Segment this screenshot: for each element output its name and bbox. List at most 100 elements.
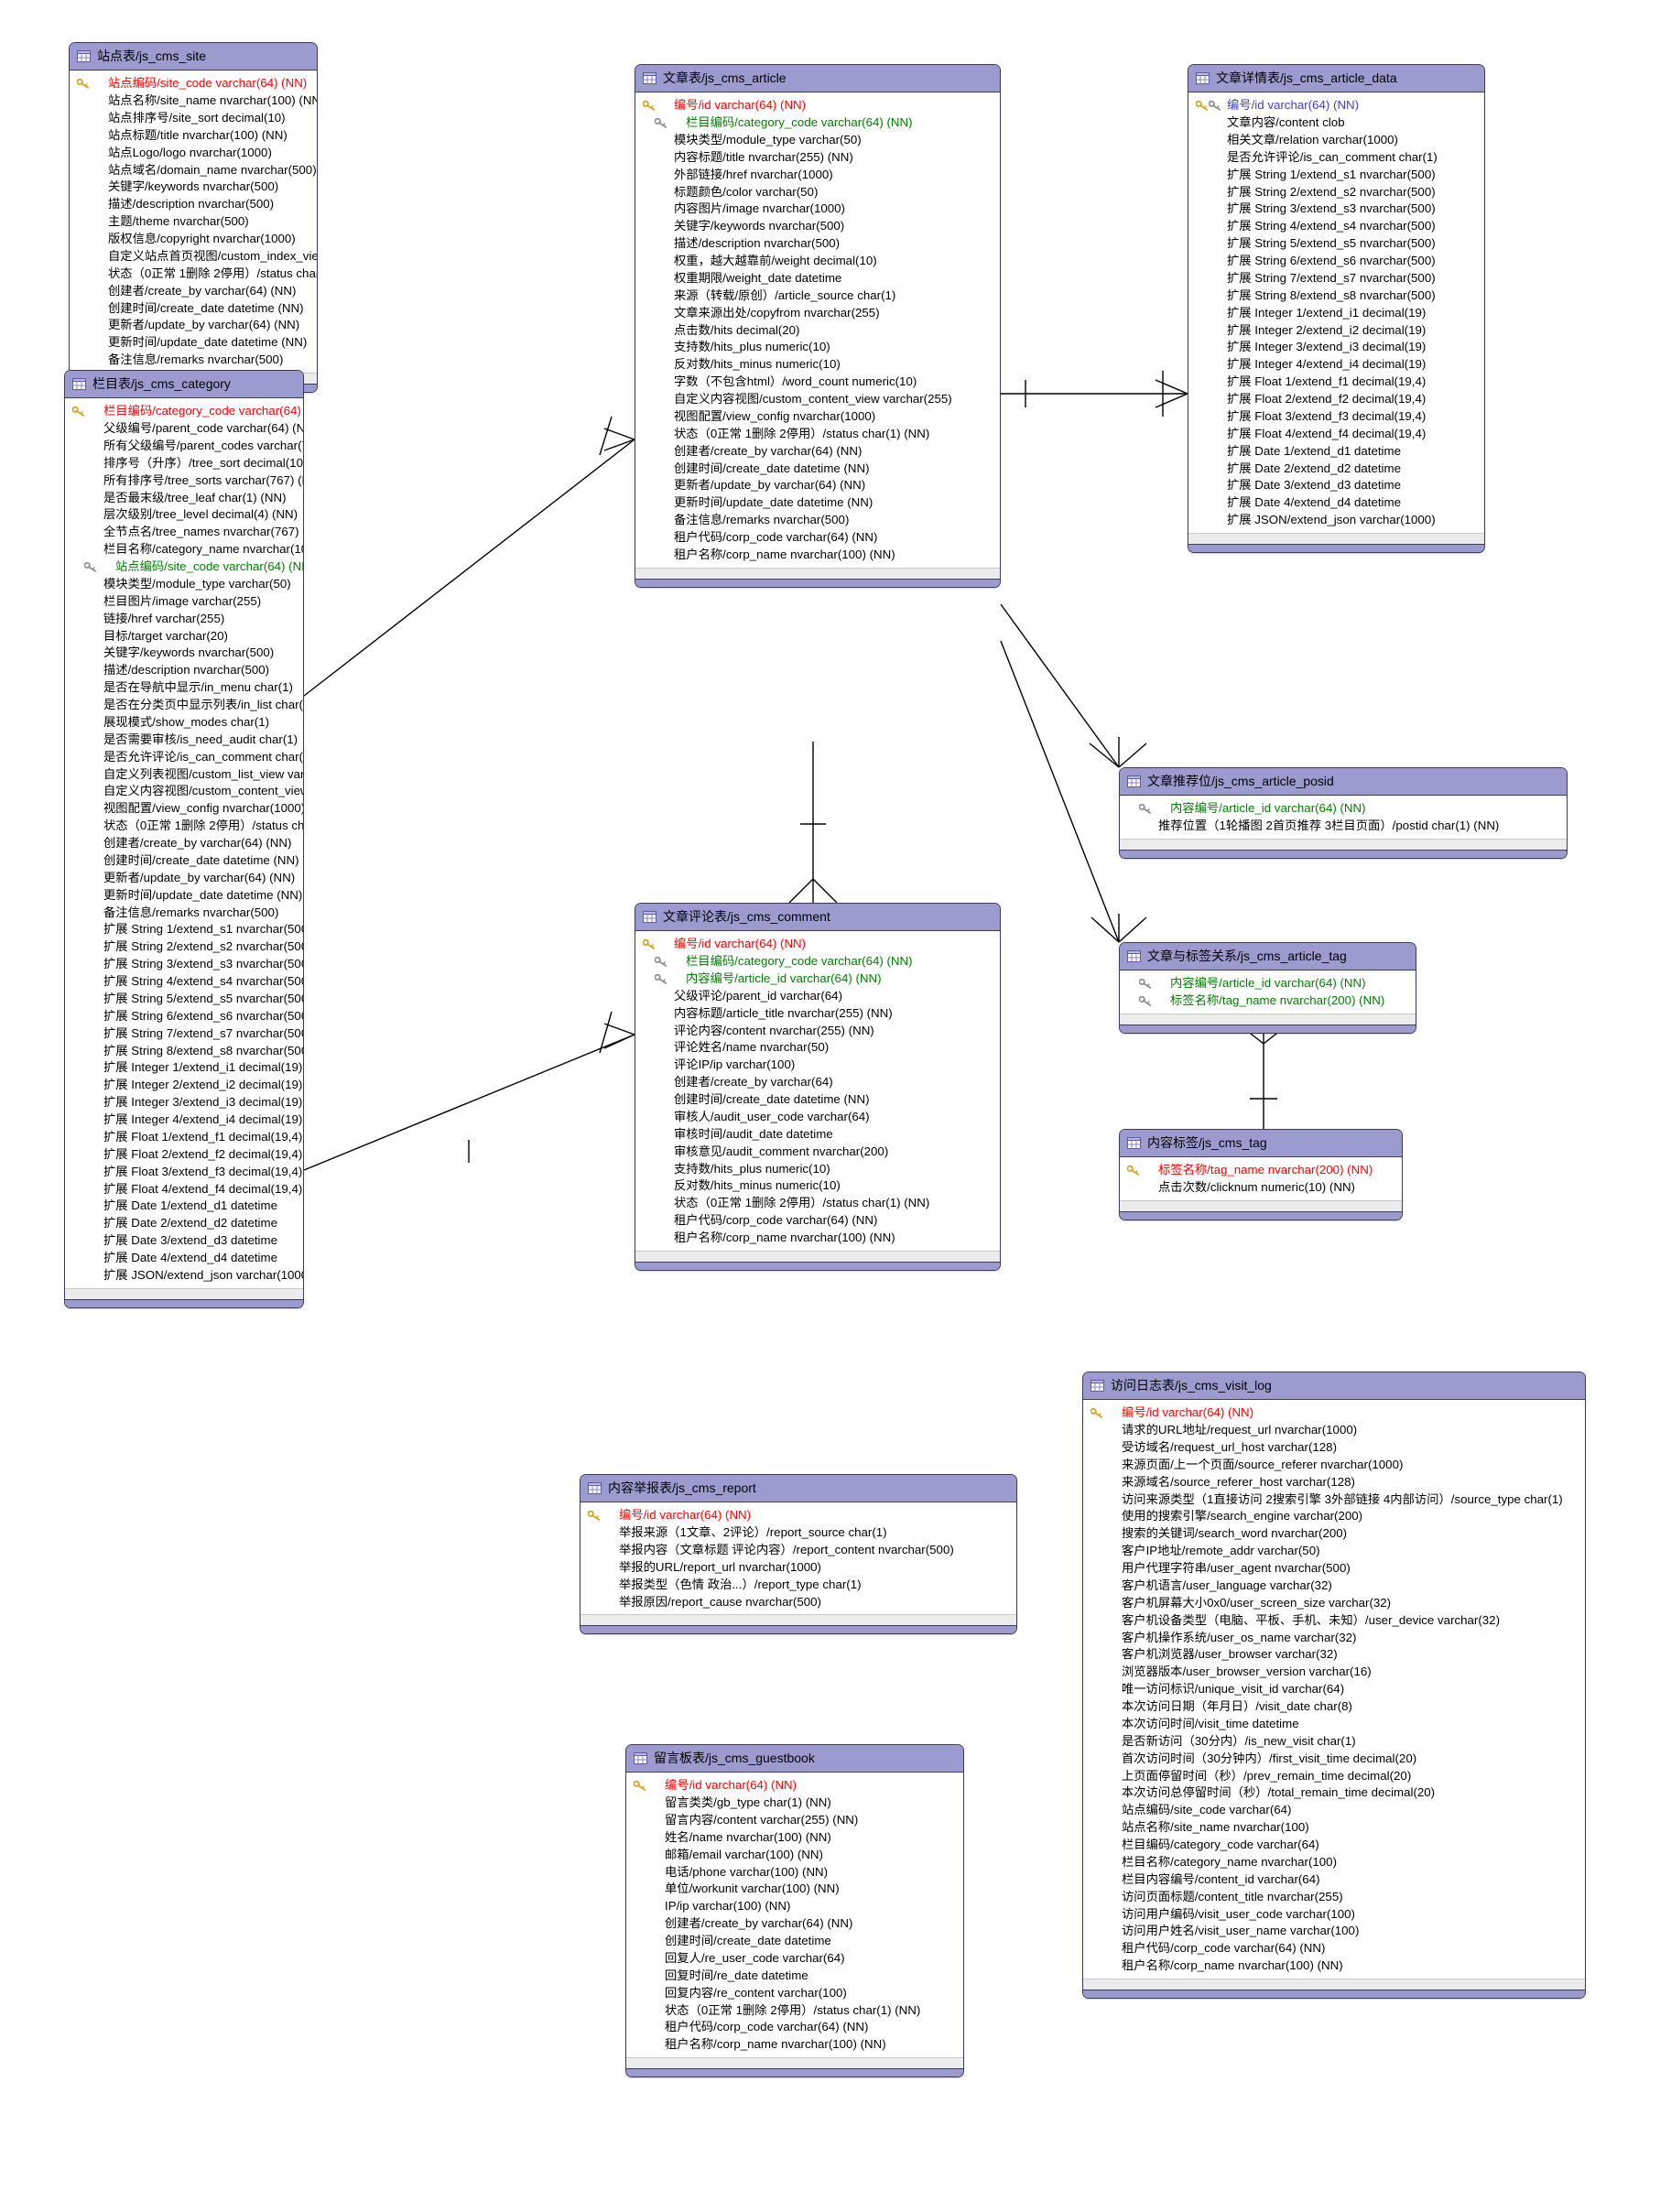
field-row[interactable]: 扩展 String 6/extend_s6 nvarchar(500)	[1188, 253, 1484, 270]
entity-comment[interactable]: 文章评论表/js_cms_comment 编号/id varchar(64) (N…	[635, 903, 1001, 1271]
field-row[interactable]: 扩展 Date 3/extend_d3 datetime	[1188, 477, 1484, 494]
field-row[interactable]: 是否允许评论/is_can_comment char(1)	[65, 749, 303, 766]
field-row[interactable]: 租户代码/corp_code varchar(64) (NN)	[635, 529, 1000, 547]
field-row[interactable]: 编号/id varchar(64) (NN)	[1188, 97, 1484, 114]
field-row[interactable]: 是否在导航中显示/in_menu char(1)	[65, 679, 303, 697]
field-row[interactable]: 审核意见/audit_comment nvarchar(200)	[635, 1144, 1000, 1161]
field-row[interactable]: 举报来源（1文章、2评论）/report_source char(1)	[581, 1524, 1016, 1542]
field-row[interactable]: 描述/description nvarchar(500)	[635, 235, 1000, 253]
field-row[interactable]: 展现模式/show_modes char(1)	[65, 714, 303, 732]
field-row[interactable]: 扩展 Float 4/extend_f4 decimal(19,4)	[1188, 426, 1484, 443]
entity-header-article_tag[interactable]: 文章与标签关系/js_cms_article_tag	[1120, 943, 1416, 970]
field-row[interactable]: 自定义列表视图/custom_list_view varchar(255)	[65, 765, 303, 783]
field-row[interactable]: 内容编号/article_id varchar(64) (NN)	[1120, 975, 1416, 992]
field-row[interactable]: 点击数/hits decimal(20)	[635, 321, 1000, 339]
field-row[interactable]: 扩展 JSON/extend_json varchar(1000)	[1188, 512, 1484, 529]
field-row[interactable]: 扩展 Float 3/extend_f3 decimal(19,4)	[65, 1164, 303, 1181]
field-row[interactable]: 站点编码/site_code varchar(64) (NN)	[70, 75, 317, 92]
field-row[interactable]: 客户机设备类型（电脑、平板、手机、未知）/user_device varchar…	[1083, 1612, 1585, 1630]
field-row[interactable]: 租户代码/corp_code varchar(64) (NN)	[1083, 1940, 1585, 1957]
field-row[interactable]: 客户机屏幕大小0x0/user_screen_size varchar(32)	[1083, 1595, 1585, 1612]
entity-header-article[interactable]: 文章表/js_cms_article	[635, 65, 1000, 92]
field-row[interactable]: 内容图片/image nvarchar(1000)	[635, 201, 1000, 218]
field-row[interactable]: 访问页面标题/content_title nvarchar(255)	[1083, 1889, 1585, 1906]
field-row[interactable]: 标题颜色/color varchar(50)	[635, 183, 1000, 201]
field-row[interactable]: 单位/workunit varchar(100) (NN)	[626, 1881, 963, 1898]
field-row[interactable]: 扩展 String 1/extend_s1 nvarchar(500)	[65, 921, 303, 938]
field-row[interactable]: 来源页面/上一个页面/source_referer nvarchar(1000)	[1083, 1457, 1585, 1474]
field-row[interactable]: 内容标题/article_title nvarchar(255) (NN)	[635, 1005, 1000, 1023]
field-row[interactable]: 回复人/re_user_code varchar(64)	[626, 1950, 963, 1968]
field-row[interactable]: 是否新访问（30分内）/is_new_visit char(1)	[1083, 1733, 1585, 1751]
field-row[interactable]: 编号/id varchar(64) (NN)	[581, 1507, 1016, 1524]
field-row[interactable]: 内容编号/article_id varchar(64) (NN)	[1120, 800, 1567, 818]
field-row[interactable]: 回复内容/re_content varchar(100)	[626, 1985, 963, 2002]
field-row[interactable]: 站点名称/site_name nvarchar(100) (NN)	[70, 92, 317, 110]
field-row[interactable]: 创建者/create_by varchar(64) (NN)	[70, 283, 317, 300]
field-row[interactable]: 扩展 String 1/extend_s1 nvarchar(500)	[1188, 167, 1484, 184]
entity-report[interactable]: 内容举报表/js_cms_report 编号/id varchar(64) (NN…	[580, 1474, 1017, 1635]
entity-header-tag[interactable]: 内容标签/js_cms_tag	[1120, 1130, 1402, 1157]
field-row[interactable]: 扩展 Date 4/extend_d4 datetime	[65, 1250, 303, 1267]
field-row[interactable]: 扩展 Float 1/extend_f1 decimal(19,4)	[1188, 374, 1484, 391]
field-row[interactable]: 外部链接/href nvarchar(1000)	[635, 167, 1000, 184]
field-row[interactable]: 备注信息/remarks nvarchar(500)	[635, 512, 1000, 529]
field-row[interactable]: 状态（0正常 1删除 2停用）/status char(1) (NN)	[626, 2001, 963, 2019]
field-row[interactable]: 链接/href varchar(255)	[65, 611, 303, 628]
field-row[interactable]: 标签名称/tag_name nvarchar(200) (NN)	[1120, 1162, 1402, 1179]
field-row[interactable]: 关键字/keywords nvarchar(500)	[635, 218, 1000, 235]
entity-header-guestbook[interactable]: 留言板表/js_cms_guestbook	[626, 1745, 963, 1773]
field-row[interactable]: 创建时间/create_date datetime (NN)	[635, 1091, 1000, 1109]
field-row[interactable]: 客户IP地址/remote_addr varchar(50)	[1083, 1543, 1585, 1560]
field-row[interactable]: 扩展 Integer 2/extend_i2 decimal(19)	[1188, 321, 1484, 339]
field-row[interactable]: 举报类型（色情 政治...）/report_type char(1)	[581, 1577, 1016, 1594]
field-row[interactable]: 扩展 String 7/extend_s7 nvarchar(500)	[1188, 270, 1484, 287]
field-row[interactable]: 权重期限/weight_date datetime	[635, 270, 1000, 287]
field-row[interactable]: 状态（0正常 1删除 2停用）/status char(1) (NN)	[70, 266, 317, 283]
field-row[interactable]: 审核人/audit_user_code varchar(64)	[635, 1109, 1000, 1126]
field-row[interactable]: 状态（0正常 1删除 2停用）/status char(1) (NN)	[635, 1195, 1000, 1212]
field-row[interactable]: 栏目名称/category_name nvarchar(100)	[1083, 1854, 1585, 1871]
field-row[interactable]: 上页面停留时间（秒）/prev_remain_time decimal(20)	[1083, 1767, 1585, 1784]
field-row[interactable]: 租户代码/corp_code varchar(64) (NN)	[635, 1212, 1000, 1230]
field-row[interactable]: 创建时间/create_date datetime	[626, 1933, 963, 1950]
field-row[interactable]: 扩展 Float 1/extend_f1 decimal(19,4)	[65, 1129, 303, 1146]
entity-site[interactable]: 站点表/js_cms_site 站点编码/site_code varchar(64…	[69, 42, 318, 393]
field-row[interactable]: 客户机语言/user_language varchar(32)	[1083, 1578, 1585, 1595]
field-row[interactable]: 举报的URL/report_url nvarchar(1000)	[581, 1559, 1016, 1577]
field-row[interactable]: 编号/id varchar(64) (NN)	[1083, 1404, 1585, 1422]
field-row[interactable]: 扩展 Float 2/extend_f2 decimal(19,4)	[65, 1146, 303, 1164]
field-row[interactable]: 扩展 String 2/extend_s2 nvarchar(500)	[65, 938, 303, 956]
field-row[interactable]: 状态（0正常 1删除 2停用）/status char(1) (NN)	[65, 818, 303, 835]
field-row[interactable]: 扩展 Date 2/extend_d2 datetime	[65, 1215, 303, 1232]
field-row[interactable]: 排序号（升序）/tree_sort decimal(10) (NN)	[65, 455, 303, 472]
field-row[interactable]: 客户机操作系统/user_os_name varchar(32)	[1083, 1629, 1585, 1646]
field-row[interactable]: 扩展 Date 3/extend_d3 datetime	[65, 1232, 303, 1250]
field-row[interactable]: 更新时间/update_date datetime (NN)	[65, 887, 303, 905]
field-row[interactable]: 是否最末级/tree_leaf char(1) (NN)	[65, 489, 303, 506]
field-row[interactable]: 留言内容/content varchar(255) (NN)	[626, 1812, 963, 1829]
field-row[interactable]: 本次访问总停留时间（秒）/total_remain_time decimal(2…	[1083, 1784, 1585, 1802]
field-row[interactable]: 栏目编码/category_code varchar(64) (NN)	[65, 403, 303, 420]
field-row[interactable]: 更新者/update_by varchar(64) (NN)	[65, 870, 303, 887]
field-row[interactable]: 创建时间/create_date datetime (NN)	[70, 299, 317, 317]
entity-visit_log[interactable]: 访问日志表/js_cms_visit_log 编号/id varchar(64) …	[1082, 1372, 1586, 1999]
field-row[interactable]: 站点编码/site_code varchar(64) (NN)	[65, 558, 303, 576]
field-row[interactable]: 审核时间/audit_date datetime	[635, 1126, 1000, 1144]
field-row[interactable]: 租户名称/corp_name nvarchar(100) (NN)	[626, 2036, 963, 2054]
field-row[interactable]: 浏览器版本/user_browser_version varchar(16)	[1083, 1664, 1585, 1681]
field-row[interactable]: 自定义站点首页视图/custom_index_view varchar(500)	[70, 248, 317, 266]
field-row[interactable]: 扩展 Integer 4/extend_i4 decimal(19)	[1188, 356, 1484, 374]
field-row[interactable]: 关键字/keywords nvarchar(500)	[65, 645, 303, 662]
entity-article_tag[interactable]: 文章与标签关系/js_cms_article_tag 内容编号/article_i…	[1119, 942, 1416, 1034]
field-row[interactable]: 点击次数/clicknum numeric(10) (NN)	[1120, 1179, 1402, 1197]
field-row[interactable]: 扩展 JSON/extend_json varchar(1000)	[65, 1267, 303, 1285]
field-row[interactable]: 模块类型/module_type varchar(50)	[635, 132, 1000, 149]
entity-article_data[interactable]: 文章详情表/js_cms_article_data 编号/id varchar(6…	[1188, 64, 1485, 553]
field-row[interactable]: 访问用户姓名/visit_user_name varchar(100)	[1083, 1923, 1585, 1940]
field-row[interactable]: 扩展 String 7/extend_s7 nvarchar(500)	[65, 1025, 303, 1043]
field-row[interactable]: 站点标题/title nvarchar(100) (NN)	[70, 127, 317, 145]
entity-article[interactable]: 文章表/js_cms_article 编号/id varchar(64) (NN)…	[635, 64, 1001, 588]
field-row[interactable]: 唯一访问标识/unique_visit_id varchar(64)	[1083, 1681, 1585, 1698]
field-row[interactable]: 本次访问日期（年月日）/visit_date char(8)	[1083, 1698, 1585, 1716]
